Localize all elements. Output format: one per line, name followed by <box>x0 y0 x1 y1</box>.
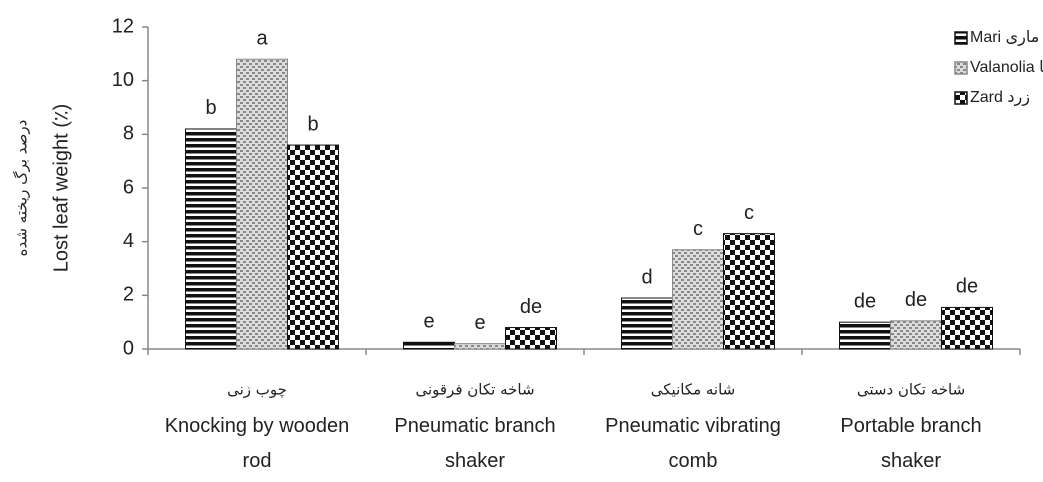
x-tick-label-fa: چوب زنی <box>227 381 287 399</box>
y-tick-label: 4 <box>123 230 134 252</box>
bar-label: d <box>641 266 652 288</box>
bar <box>723 233 775 350</box>
x-tick-label-fa: شانه مکانیکی <box>651 381 736 399</box>
x-tick-label-fa: شاخه تکان دستی <box>857 381 965 399</box>
bar-label: c <box>693 218 703 240</box>
bar <box>672 249 724 350</box>
bar <box>236 58 288 350</box>
legend-swatch <box>954 61 968 75</box>
bar <box>454 343 506 350</box>
bar <box>287 144 339 350</box>
bar <box>621 297 673 350</box>
legend-label: Mari ماری <box>970 29 1039 47</box>
y-tick-label: 12 <box>112 15 134 37</box>
x-tick-label: Portable branch shaker <box>840 415 981 472</box>
bar <box>839 321 891 350</box>
legend-label: Valanolia والانولیا <box>970 59 1043 77</box>
y-tick-label: 6 <box>123 176 134 198</box>
x-tick-label: Pneumatic branch shaker <box>394 415 555 472</box>
bar-label: e <box>474 312 485 334</box>
x-tick-label: Knocking by wooden rod <box>165 415 350 472</box>
legend-swatch <box>954 91 968 105</box>
bar <box>185 128 237 350</box>
y-tick-label: 0 <box>123 337 134 359</box>
bar-label: b <box>307 113 318 135</box>
bar-label: de <box>854 290 876 312</box>
bar-label: c <box>744 202 754 224</box>
y-axis-label-fa: درصد برگ ریخته شده <box>13 120 31 257</box>
bar-label: e <box>423 311 434 333</box>
bar <box>403 341 455 350</box>
y-tick-label: 10 <box>112 69 134 91</box>
y-tick-label: 8 <box>123 123 134 145</box>
bar <box>505 327 557 350</box>
bar-label: de <box>905 289 927 311</box>
legend-label: Zard زرد <box>970 89 1030 107</box>
bar <box>890 320 942 350</box>
bar <box>941 306 993 350</box>
x-tick-label-fa: شاخه تکان فرقونی <box>415 381 534 399</box>
x-tick-label: Pneumatic vibrating comb <box>605 415 781 472</box>
y-tick-label: 2 <box>123 284 134 306</box>
bar-label: b <box>205 97 216 119</box>
legend-swatch <box>954 31 968 45</box>
bar-label: de <box>956 276 978 298</box>
bar-label: a <box>256 27 268 49</box>
bar-label: de <box>520 296 542 318</box>
y-axis-label: Lost leaf weight (٪) <box>50 104 72 273</box>
